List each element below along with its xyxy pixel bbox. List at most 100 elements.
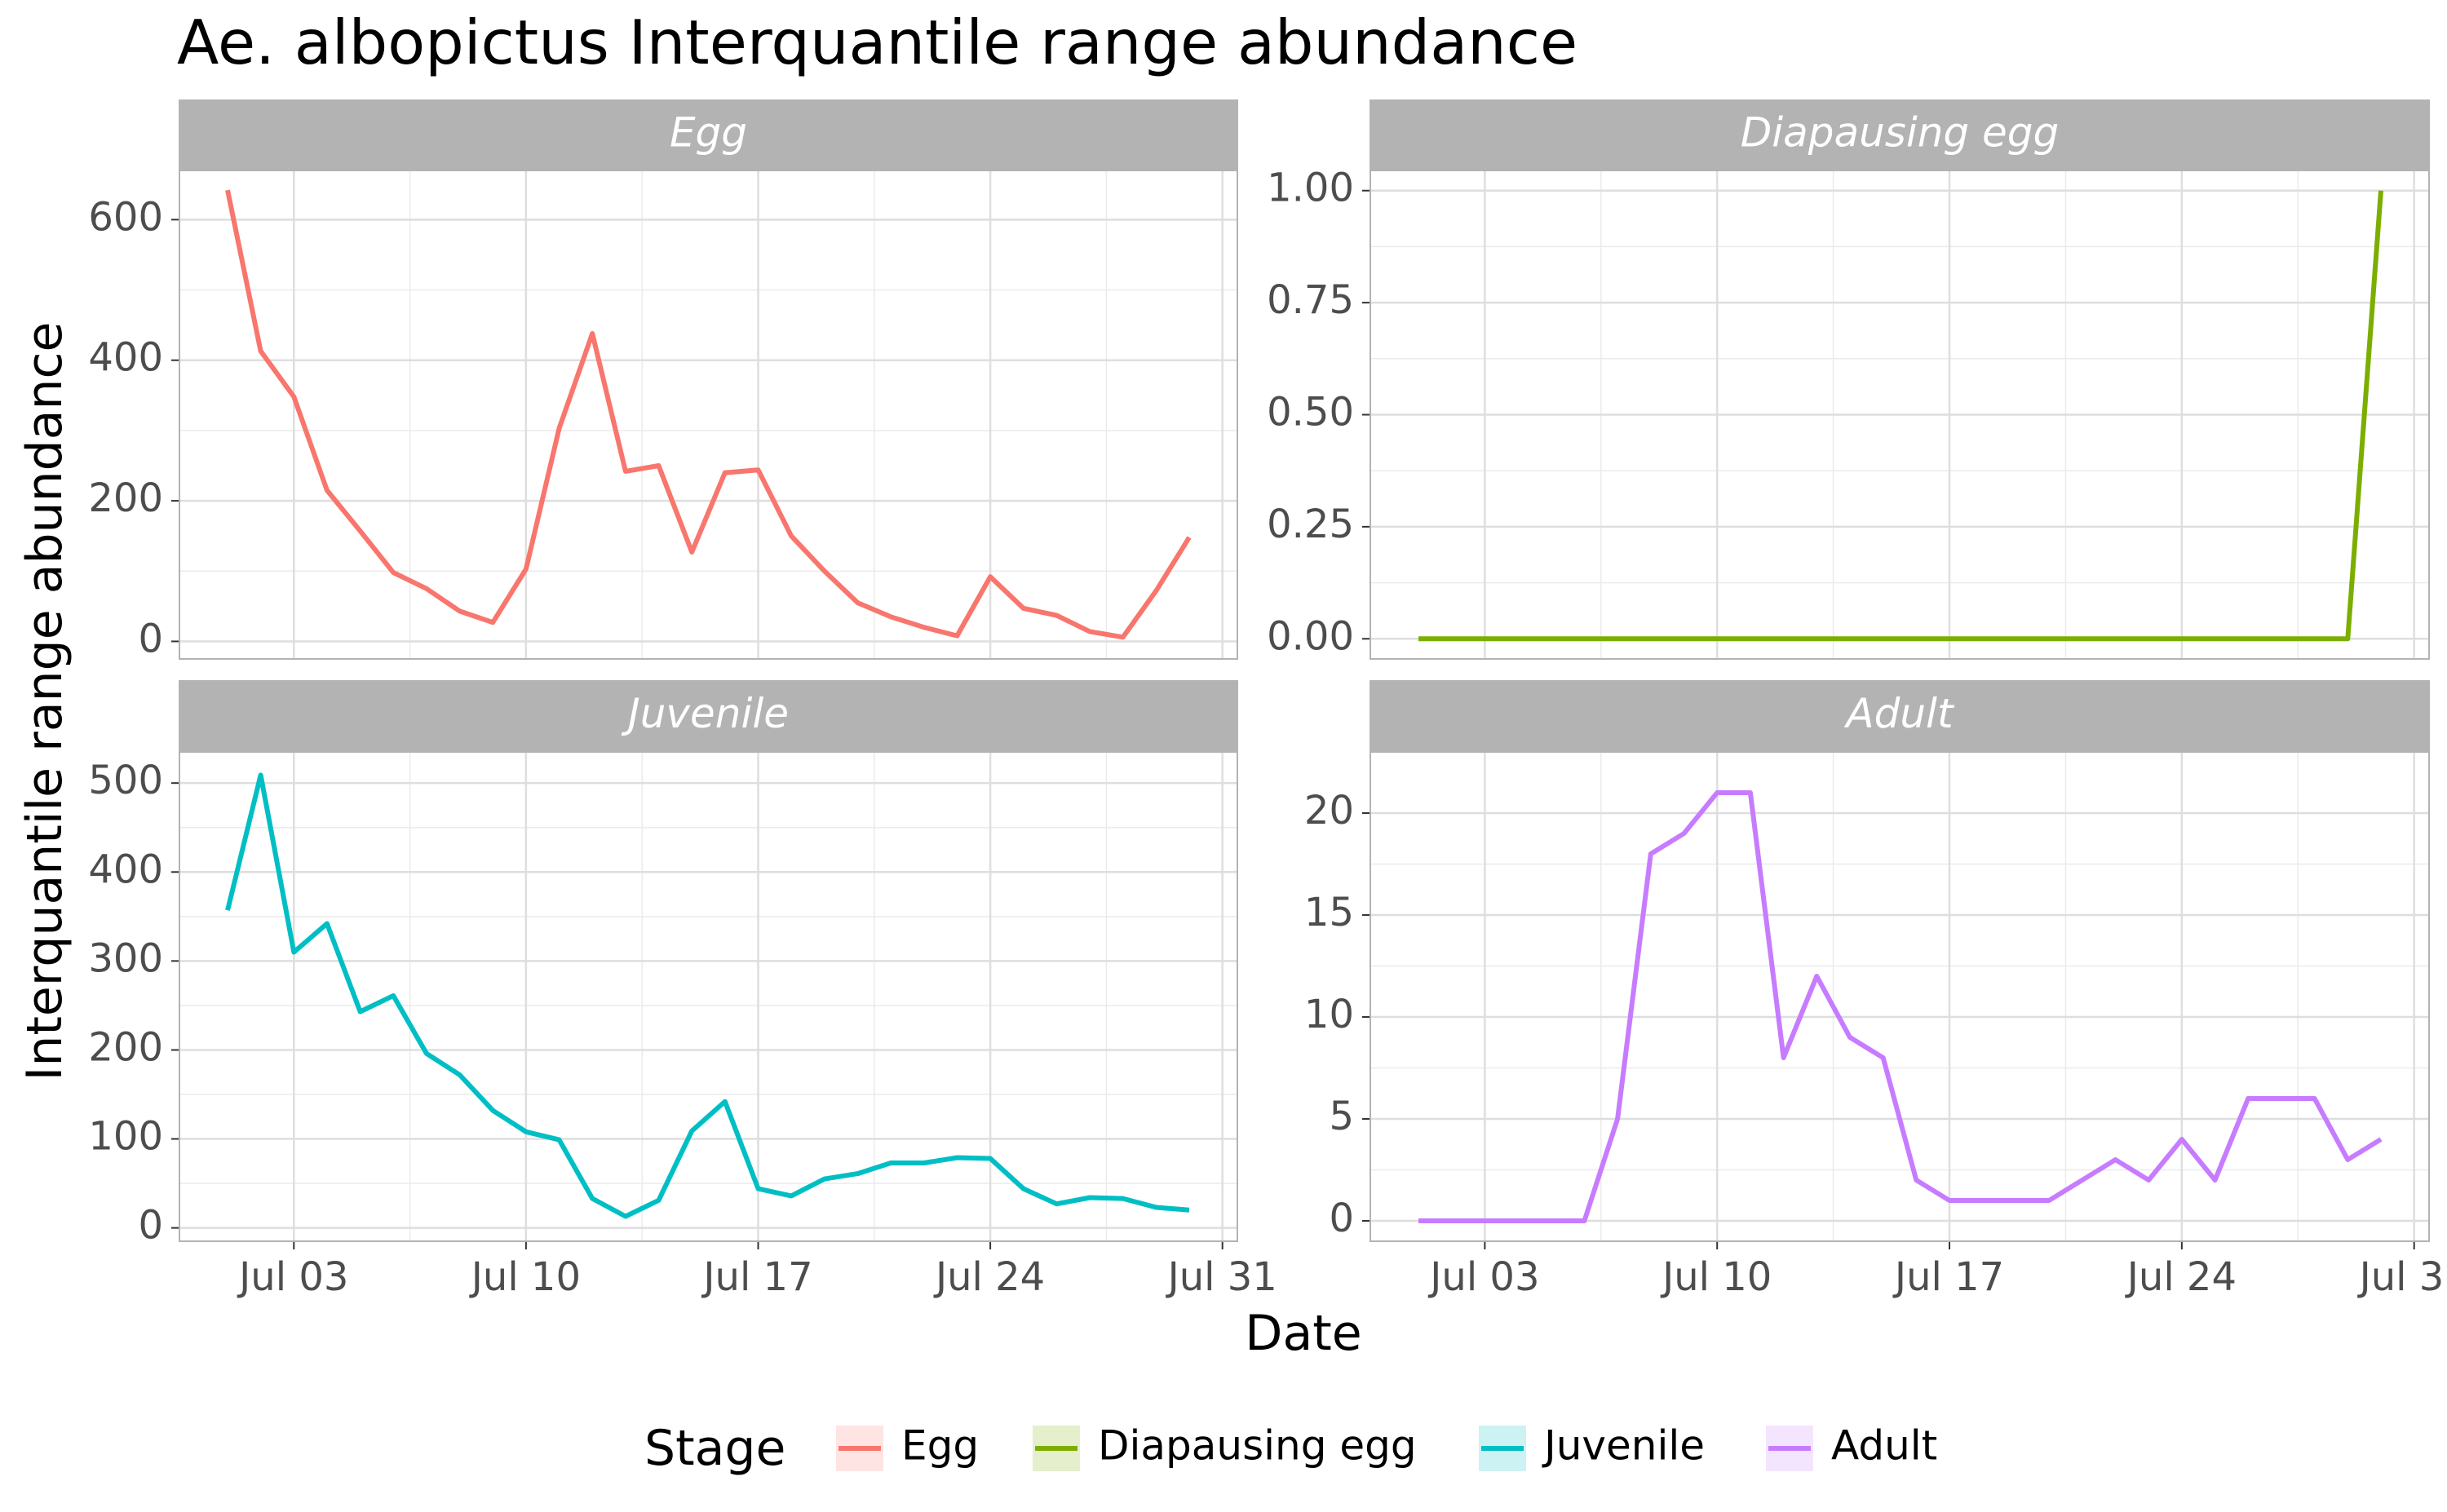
- data-point: [2146, 1178, 2151, 1183]
- data-point: [325, 922, 330, 926]
- data-point: [1748, 790, 1753, 795]
- y-tick-label: 5: [1329, 1094, 1354, 1139]
- data-point: [1449, 1218, 1454, 1223]
- data-point: [2013, 636, 2018, 641]
- data-point: [225, 908, 230, 913]
- panel-adult: 0 5 10 15 20 Jul 03 Jul 10 Jul 17 Jul 24 Jul 31 Ad…: [1304, 680, 2447, 1300]
- data-point: [657, 1198, 662, 1203]
- x-tick-label: Jul 17: [701, 1254, 812, 1300]
- legend-label: Egg: [901, 1422, 979, 1470]
- data-point: [954, 1155, 959, 1160]
- data-point: [1980, 1198, 1985, 1203]
- data-point: [623, 1214, 628, 1218]
- facet-strip-label: Egg: [670, 109, 747, 157]
- data-point: [2378, 1137, 2383, 1142]
- data-point: [1914, 1178, 1918, 1183]
- y-tick-label: 400: [88, 847, 163, 892]
- series-line-egg: [225, 189, 1192, 640]
- data-point: [1814, 974, 1819, 979]
- data-point: [2213, 1178, 2218, 1183]
- data-point: [2179, 636, 2184, 641]
- facet-strip: [1370, 99, 2430, 171]
- legend-entry-juvenile: Juvenile: [1479, 1422, 1705, 1471]
- legend-entry-diapausing-egg: Diapausing egg: [1033, 1422, 1417, 1471]
- data-point: [2080, 636, 2085, 641]
- data-point: [2113, 1157, 2117, 1162]
- series-line-juvenile: [225, 772, 1190, 1219]
- data-point: [888, 614, 893, 619]
- data-point: [1947, 636, 1952, 641]
- y-tick-label: 500: [88, 758, 163, 803]
- y-tick-label: 200: [88, 1024, 163, 1070]
- data-point: [2345, 1157, 2350, 1162]
- data-point: [1187, 535, 1192, 540]
- data-point: [259, 349, 263, 354]
- data-point: [1715, 790, 1719, 795]
- data-point: [1814, 636, 1819, 641]
- facet-strip-label: Juvenile: [621, 690, 789, 737]
- data-point: [988, 574, 993, 579]
- data-point: [1416, 1218, 1421, 1223]
- series-line-adult: [1418, 790, 2383, 1223]
- data-point: [2246, 636, 2250, 641]
- y-tick-label: 0.00: [1267, 613, 1354, 659]
- x-tick-label: Jul 10: [469, 1254, 581, 1300]
- data-point: [1054, 1201, 1059, 1206]
- legend: Stage Egg Diapausing egg Juvenile Adult: [644, 1420, 1937, 1477]
- data-point: [1682, 831, 1687, 836]
- data-point: [2345, 636, 2350, 641]
- y-tick-label: 1.00: [1267, 166, 1354, 211]
- x-tick-label: Jul 17: [1892, 1254, 2004, 1300]
- y-tick-label: 600: [88, 194, 163, 240]
- data-point: [1482, 1218, 1487, 1223]
- data-point: [1021, 1187, 1026, 1191]
- facet-strip: [179, 99, 1238, 171]
- data-point: [1449, 636, 1454, 641]
- legend-entry-adult: Adult: [1766, 1422, 1937, 1471]
- panel-background: [1370, 752, 2429, 1241]
- data-point: [2312, 1096, 2317, 1101]
- data-point: [557, 1138, 562, 1143]
- data-point: [2312, 636, 2317, 641]
- data-point: [2179, 1137, 2184, 1142]
- data-point: [291, 395, 296, 400]
- legend-label: Juvenile: [1542, 1422, 1705, 1470]
- data-point: [855, 1171, 860, 1176]
- data-point: [1648, 851, 1653, 856]
- data-point: [1980, 636, 1985, 641]
- data-point: [1516, 636, 1520, 641]
- data-point: [1549, 636, 1554, 641]
- data-point: [888, 1161, 893, 1165]
- data-point: [789, 1193, 794, 1198]
- data-point: [755, 1187, 760, 1191]
- data-point: [225, 188, 230, 192]
- data-point: [2013, 1198, 2018, 1203]
- data-point: [789, 533, 794, 538]
- data-point: [557, 426, 562, 431]
- y-tick-label: 0: [138, 616, 163, 661]
- data-point: [954, 634, 959, 639]
- data-point: [1516, 1218, 1520, 1223]
- panel-juvenile: 0 100 200 300 400 500 Jul 03 Jul 10 Jul 17 Jul 24…: [88, 680, 1277, 1300]
- data-point: [1153, 588, 1158, 593]
- data-point: [2279, 1096, 2284, 1101]
- legend-entry-egg: Egg: [836, 1422, 979, 1471]
- y-tick-label: 0: [1329, 1196, 1354, 1241]
- data-point: [1781, 636, 1786, 641]
- x-tick-label: Jul 31: [2357, 1254, 2447, 1300]
- data-point: [1482, 636, 1487, 641]
- data-point: [1087, 629, 1092, 634]
- data-point: [988, 1156, 993, 1161]
- y-tick-label: 100: [88, 1114, 163, 1160]
- data-point: [822, 1177, 827, 1182]
- data-point: [1682, 636, 1687, 641]
- y-axis-label: Interquantile range abundance: [16, 322, 73, 1081]
- x-tick-label: Jul 24: [2125, 1254, 2237, 1300]
- data-point: [391, 993, 396, 998]
- x-tick-label: Jul 10: [1660, 1254, 1772, 1300]
- data-point: [458, 1072, 462, 1077]
- x-tick-label: Jul 03: [1427, 1254, 1539, 1300]
- data-point: [1615, 1116, 1620, 1121]
- data-point: [590, 331, 595, 336]
